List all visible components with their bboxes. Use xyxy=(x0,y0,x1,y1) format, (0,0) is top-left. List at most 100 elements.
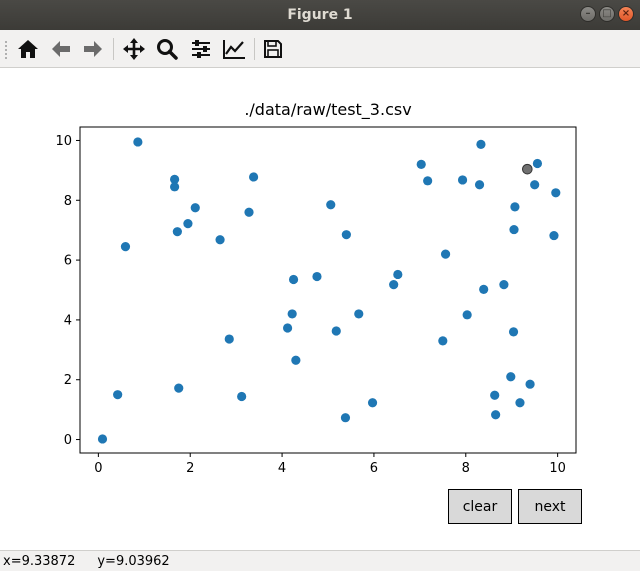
scatter-point xyxy=(113,390,123,400)
scatter-point xyxy=(551,188,561,198)
scatter-point xyxy=(393,269,403,280)
scatter-point xyxy=(515,398,525,408)
scatter-point xyxy=(354,309,364,319)
minimize-icon: – xyxy=(585,8,591,19)
back-arrow-icon xyxy=(52,41,70,57)
scatter-point xyxy=(170,182,180,192)
configure-subplots-button[interactable] xyxy=(186,34,216,64)
selected-point xyxy=(522,163,533,175)
toolbar-separator xyxy=(113,38,114,60)
x-tick-label: 6 xyxy=(370,461,378,476)
x-tick-label: 0 xyxy=(94,461,102,476)
scatter-point xyxy=(510,202,520,212)
configure-subplots-icon xyxy=(192,40,210,58)
chart-title: ./data/raw/test_3.csv xyxy=(244,100,412,119)
maximize-icon: □ xyxy=(602,8,612,19)
scatter-point xyxy=(326,200,336,210)
edit-axis-icon xyxy=(223,40,245,59)
close-button[interactable]: × xyxy=(618,6,634,22)
scatter-point xyxy=(549,230,559,241)
scatter-point xyxy=(530,180,540,190)
scatter-point xyxy=(170,174,180,184)
window-controls: – □ × xyxy=(580,6,634,22)
scatter-point xyxy=(438,336,448,346)
scatter-point xyxy=(490,390,500,400)
scatter-point xyxy=(287,309,297,319)
maximize-button[interactable]: □ xyxy=(599,6,615,22)
scatter-point xyxy=(249,172,259,182)
scatter-point xyxy=(416,159,426,169)
scatter-point xyxy=(525,379,535,389)
close-icon: × xyxy=(621,8,631,19)
forward-arrow-icon xyxy=(84,41,102,57)
axis-ticks: 0 2 4 6 8 10 0 2 4 6 8 10 xyxy=(55,134,565,476)
scatter-point xyxy=(174,383,184,393)
scatter-point xyxy=(97,434,108,444)
y-tick-label: 2 xyxy=(64,373,72,388)
x-tick-label: 4 xyxy=(278,461,286,476)
scatter-point xyxy=(491,410,501,420)
cursor-x-readout: x=9.33872 xyxy=(3,553,76,569)
scatter-point xyxy=(474,180,485,190)
scatter-point xyxy=(133,137,143,147)
clear-button[interactable]: clear xyxy=(448,489,512,524)
scatter-point xyxy=(215,235,225,245)
scatter-points xyxy=(97,137,561,444)
scatter-point xyxy=(237,391,247,402)
scatter-point xyxy=(476,139,486,149)
scatter-point xyxy=(457,175,468,185)
toolbar-separator xyxy=(254,38,255,60)
scatter-point xyxy=(288,274,299,285)
home-button[interactable] xyxy=(13,34,43,64)
y-tick-label: 6 xyxy=(64,254,72,269)
scatter-point xyxy=(172,227,182,237)
scatter-point xyxy=(282,323,293,333)
y-tick-label: 10 xyxy=(55,134,72,149)
scatter-point xyxy=(331,326,341,336)
scatter-point xyxy=(499,280,509,290)
zoom-icon xyxy=(157,39,178,60)
scatter-point xyxy=(224,334,234,344)
save-icon xyxy=(264,40,282,58)
axes-frame xyxy=(79,126,577,454)
save-button[interactable] xyxy=(258,34,288,64)
scatter-point xyxy=(509,224,519,235)
scatter-point xyxy=(440,249,451,259)
home-icon xyxy=(18,40,38,58)
y-tick-label: 4 xyxy=(64,313,72,328)
scatter-point xyxy=(190,203,200,213)
zoom-button[interactable] xyxy=(152,34,182,64)
scatter-point xyxy=(312,271,322,282)
scatter-point xyxy=(508,327,519,337)
scatter-point xyxy=(423,176,433,186)
x-tick-label: 8 xyxy=(462,461,470,476)
scatter-point xyxy=(183,219,193,229)
scatter-point xyxy=(341,230,351,240)
window-title: Figure 1 xyxy=(287,7,353,23)
minimize-button[interactable]: – xyxy=(580,6,596,22)
scatter-point xyxy=(506,372,516,382)
pan-button[interactable] xyxy=(119,34,149,64)
x-tick-label: 10 xyxy=(549,461,566,476)
scatter-plot[interactable]: 0 2 4 6 8 10 0 2 4 6 8 10 xyxy=(0,0,640,550)
toolbar-grip-icon[interactable] xyxy=(4,40,8,60)
next-button[interactable]: next xyxy=(518,489,582,524)
pan-icon xyxy=(123,38,145,60)
back-button[interactable] xyxy=(46,34,76,64)
scatter-point xyxy=(120,242,131,252)
edit-axis-button[interactable] xyxy=(219,34,249,64)
window-titlebar: Figure 1 – □ × xyxy=(0,0,640,30)
scatter-point xyxy=(532,158,543,169)
cursor-y-readout: y=9.03962 xyxy=(97,553,170,569)
y-tick-label: 8 xyxy=(64,194,72,209)
scatter-point xyxy=(244,207,254,217)
forward-button[interactable] xyxy=(78,34,108,64)
scatter-point xyxy=(389,280,399,290)
navigation-toolbar xyxy=(0,30,640,68)
scatter-point xyxy=(340,413,351,423)
y-tick-label: 0 xyxy=(64,433,72,448)
x-tick-label: 2 xyxy=(186,461,194,476)
scatter-point xyxy=(479,284,489,295)
scatter-point xyxy=(462,310,472,320)
scatter-point xyxy=(367,398,378,408)
